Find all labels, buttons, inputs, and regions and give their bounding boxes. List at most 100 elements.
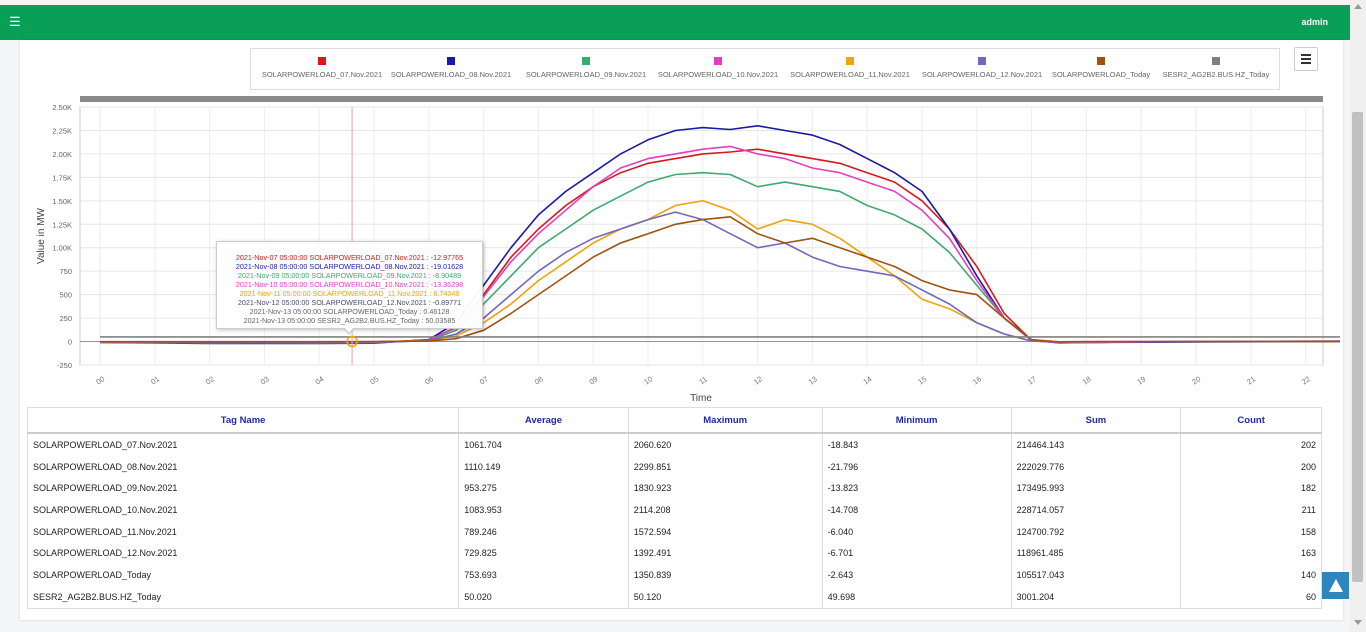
table-cell: 1083.953 [458,499,629,521]
tooltip-row: 2021-Nov-13 05:00:00 SOLARPOWERLOAD_Toda… [249,307,450,316]
legend-item[interactable]: SOLARPOWERLOAD_09.Nov.2021 [516,57,656,79]
column-header[interactable]: Minimum [821,407,1012,434]
table-cell: 228714.057 [1010,499,1182,521]
x-tick-label: 04 [313,374,325,386]
table-cell: SOLARPOWERLOAD_12.Nov.2021 [26,542,460,565]
legend-swatch [714,57,722,65]
x-tick-label: 08 [533,374,545,386]
x-tick-label: 15 [916,374,928,386]
y-tick-label: 2.50K [52,103,72,112]
y-tick-label: 1.00K [52,244,72,253]
table-row: SOLARPOWERLOAD_10.Nov.2021 1083.953 2114.2… [26,499,1322,521]
x-tick-label: 17 [1026,374,1038,386]
table-cell: 3001.204 [1010,585,1182,609]
legend-item[interactable]: SOLARPOWERLOAD_10.Nov.2021 [648,57,788,79]
x-tick-label: 11 [697,374,709,386]
legend-label: SOLARPOWERLOAD_10.Nov.2021 [657,70,779,79]
column-header[interactable]: Sum [1010,407,1182,434]
legend-label: SESR2_AG2B2.BUS.HZ_Today [1162,70,1270,79]
table-cell: 1572.594 [627,520,823,543]
legend-label: SOLARPOWERLOAD_12.Nov.2021 [921,70,1043,79]
table-cell: 158 [1180,520,1322,543]
series-line [99,211,1340,344]
legend-label: SOLARPOWERLOAD_11.Nov.2021 [790,70,910,79]
y-tick-label: 2.25K [52,126,72,135]
legend-swatch [846,57,854,65]
x-tick-label: 01 [149,374,161,386]
legend-item[interactable]: SOLARPOWERLOAD_08.Nov.2021 [381,57,521,79]
table-row: SOLARPOWERLOAD_07.Nov.2021 1061.704 2060.6… [26,433,1322,456]
tooltip-row: 2021-Nov-13 05:00:00 SESR2_AG2B2.BUS.HZ_… [243,316,456,325]
y-tick-label: 250 [59,314,72,323]
y-tick-label: 750 [59,267,72,276]
table-cell: -6.040 [821,520,1012,543]
top-navbar: ☰ admin [0,5,1350,40]
x-tick-label: 07 [478,374,490,386]
table-cell: SOLARPOWERLOAD_07.Nov.2021 [26,433,460,456]
table-cell: -21.796 [821,455,1012,478]
column-header[interactable]: Maximum [627,407,823,434]
x-tick-label: 21 [1245,374,1257,386]
y-tick-label: 0 [68,338,72,347]
x-tick-label: 12 [752,374,764,386]
tooltip-row: 2021-Nov-12 05:00:00 SOLARPOWERLOAD_12.N… [237,298,462,307]
x-axis-label: Time [690,393,712,404]
chart-legend: SOLARPOWERLOAD_07.Nov.2021 SOLARPOWERLOAD… [250,48,1280,90]
y-tick-label: 1.25K [52,220,72,229]
x-tick-label: 22 [1300,374,1312,386]
legend-label: SOLARPOWERLOAD_Today [1051,70,1151,79]
range-navigator-bar [80,96,1323,102]
legend-swatch [582,57,590,65]
x-tick-label: 14 [861,374,873,386]
table-row: SOLARPOWERLOAD_11.Nov.2021 789.246 1572.59… [26,520,1322,543]
table-cell: 50.120 [627,585,823,609]
table-cell: 173495.993 [1010,477,1182,500]
scroll-down-arrow[interactable] [1354,620,1362,625]
legend-item[interactable]: SOLARPOWERLOAD_11.Nov.2021 [780,57,920,79]
column-header[interactable]: Count [1180,407,1322,434]
legend-swatch [447,57,455,65]
legend-swatch [978,57,986,65]
column-header[interactable]: Average [458,407,629,434]
table-cell: SESR2_AG2B2.BUS.HZ_Today [26,585,460,609]
scroll-to-top-button[interactable] [1322,572,1349,599]
menu-icon[interactable]: ☰ [9,14,21,29]
table-cell: 1110.149 [458,455,629,478]
table-cell: -2.643 [821,564,1012,586]
table-cell: 1392.491 [627,542,823,565]
x-tick-label: 05 [368,374,380,386]
table-cell: 753.693 [458,564,629,586]
legend-label: SOLARPOWERLOAD_07.Nov.2021 [261,70,383,79]
table-row: SOLARPOWERLOAD_12.Nov.2021 729.825 1392.49… [26,542,1322,565]
x-tick-label: 18 [1081,374,1093,386]
x-tick-label: 16 [971,374,983,386]
y-tick-label: 500 [59,291,72,300]
table-cell: 953.275 [458,477,629,500]
table-row: SOLARPOWERLOAD_Today 753.693 1350.839 -2.64… [26,564,1322,586]
table-cell: SOLARPOWERLOAD_08.Nov.2021 [26,455,460,478]
table-cell: 789.246 [458,520,629,543]
scroll-up-arrow[interactable] [1354,4,1362,9]
y-axis-label: Value in MW [36,207,47,264]
table-cell: SOLARPOWERLOAD_Today [26,564,460,586]
table-cell: 1061.704 [458,433,629,456]
legend-item[interactable]: SESR2_AG2B2.BUS.HZ_Today [1146,57,1286,79]
legend-swatch [1212,57,1220,65]
summary-table: Tag Name Average Maximum Minimum Sum Count SO… [26,407,1322,609]
legend-item[interactable]: SOLARPOWERLOAD_12.Nov.2021 [912,57,1052,79]
table-cell: SOLARPOWERLOAD_10.Nov.2021 [26,499,460,521]
table-cell: 2299.851 [627,455,823,478]
table-cell: 1350.839 [627,564,823,586]
column-header[interactable]: Tag Name [26,407,460,434]
table-cell: 2114.208 [627,499,823,521]
table-cell: SOLARPOWERLOAD_09.Nov.2021 [26,477,460,500]
table-cell: 124700.792 [1010,520,1182,543]
scrollbar-thumb[interactable] [1352,112,1363,582]
table-cell: 729.825 [458,542,629,565]
legend-item[interactable]: SOLARPOWERLOAD_Today [1031,57,1171,79]
legend-item[interactable]: SOLARPOWERLOAD_07.Nov.2021 [252,57,392,79]
y-tick-label: 1.75K [52,173,72,182]
user-menu[interactable]: admin [1301,17,1328,27]
chart-menu-button[interactable] [1294,47,1318,71]
table-cell: 60 [1180,585,1322,609]
